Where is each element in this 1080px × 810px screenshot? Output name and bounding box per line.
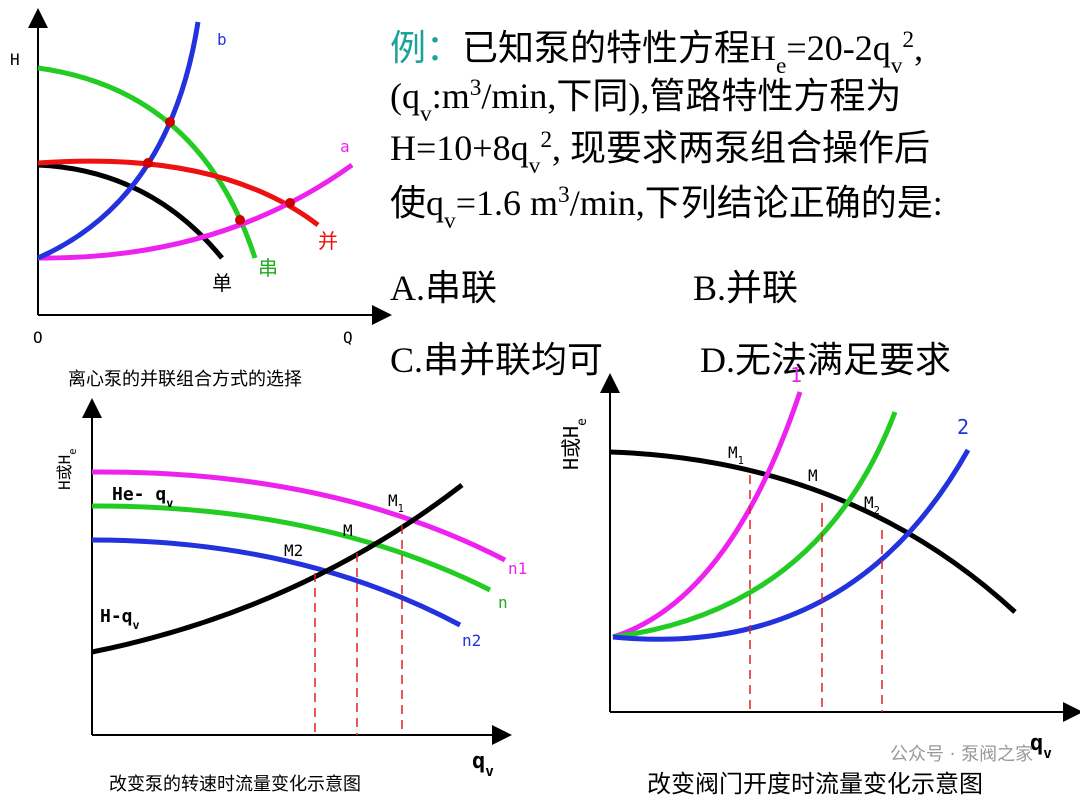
text-part: v [485, 764, 494, 780]
text-part: v [420, 101, 432, 127]
text-part: 使q [390, 183, 444, 223]
text-part: H=10+8q [390, 128, 529, 168]
text-part: =20-2q [786, 28, 890, 68]
text-part: /min,下列结论正确的是: [570, 183, 943, 223]
caption: 改变阀门开度时流量变化示意图 [647, 770, 983, 798]
question-line: H=10+8qv2, 现要求两泵组合操作后 [390, 127, 930, 179]
text-part: q [472, 749, 485, 774]
text-part: v [1043, 746, 1052, 762]
text-part: e [575, 418, 590, 426]
text-part: v [133, 618, 140, 632]
curve-label: n [498, 593, 508, 612]
option: C.串并联均可 [390, 340, 603, 380]
curve-label: n1 [508, 559, 527, 578]
question: 例：已知泵的特性方程He=20-2qv2, (qv:m3/min,下同),管路特… [390, 27, 951, 380]
caption: 离心泵的并联组合方式的选择 [68, 369, 302, 390]
axis-label: qv [472, 749, 494, 780]
axis-label: H或He [559, 418, 590, 470]
curve-label: H-qv [100, 606, 140, 632]
curve [612, 391, 803, 640]
curve [37, 162, 354, 261]
text-part: , [914, 28, 923, 68]
curve [612, 411, 898, 640]
curve-label: n2 [462, 631, 481, 650]
axis-label: qv [1030, 731, 1052, 762]
curve-label: b [217, 30, 227, 49]
text-part: 3 [558, 182, 570, 208]
text-part: v [891, 53, 903, 79]
diagram-2: H或He He- qv H-qv M1 M M2 n1 n n2 qv 改变泵的… [55, 398, 527, 795]
text-part: 2 [540, 127, 552, 153]
question-line: (qv:m3/min,下同),管路特性方程为 [390, 75, 901, 127]
diagram-3: H或He M1 M M2 1 2 qv 改变阀门开度时流量变化示意图 [559, 363, 1080, 798]
text-part: q [1030, 731, 1043, 756]
text-part: v [529, 153, 541, 179]
axis-label: H或He [55, 448, 79, 490]
point-label: M2 [864, 493, 880, 517]
text-part: M [388, 491, 398, 510]
text-part: , 现要求两泵组合操作后 [552, 128, 930, 168]
text-part: =1.6 m [456, 183, 558, 223]
text-part: :m [432, 76, 470, 116]
question-line: 使qv=1.6 m3/min,下列结论正确的是: [390, 182, 943, 234]
option: A.串联 [390, 268, 497, 308]
text-part: /min,下同),管路特性方程为 [481, 76, 901, 116]
text-part: 1 [398, 503, 404, 515]
text-part: 3 [470, 75, 482, 101]
option: B.并联 [693, 268, 798, 308]
curve-label: He- qv [112, 484, 173, 510]
point-label: M2 [284, 541, 303, 560]
curve [612, 448, 971, 642]
text-part: 例： [390, 28, 462, 68]
curve [609, 449, 1017, 614]
text-part: 已知泵的特性方程H [462, 28, 776, 68]
intersections [143, 117, 295, 225]
text-part: 2 [874, 505, 880, 517]
text-part: M [864, 493, 874, 512]
point-label: M1 [388, 491, 404, 515]
axis-label: H [10, 50, 20, 69]
text-part: 2 [902, 27, 914, 53]
point-label: M [343, 521, 353, 540]
curve-label: 串 [258, 256, 278, 280]
point-label: M1 [728, 443, 744, 467]
text-part: H-q [100, 606, 133, 627]
text-part: 1 [738, 455, 744, 467]
curve-label: 单 [212, 271, 232, 295]
axis-label: O [33, 328, 43, 347]
text-part: v [444, 208, 456, 234]
curve-label: 2 [957, 415, 969, 439]
curve [91, 483, 464, 655]
curve-label: a [340, 137, 350, 156]
point-label: M [808, 466, 818, 485]
curve [91, 469, 507, 563]
text-part: H或H [55, 455, 74, 490]
curve [91, 537, 462, 628]
curve [91, 503, 492, 593]
text-part: (q [390, 76, 420, 116]
option: D.无法满足要求 [700, 340, 951, 380]
caption: 改变泵的转速时流量变化示意图 [109, 774, 361, 795]
diagram-1: H O Q b a 并 串 单 离心泵的并联组合方式的选择 [10, 8, 392, 390]
curve-label: 并 [318, 229, 338, 253]
text-part: H或H [559, 426, 583, 470]
text-part: He- q [112, 484, 166, 505]
text-part: v [166, 496, 173, 510]
text-part: e [776, 53, 786, 79]
curve-label: 1 [790, 363, 802, 387]
curve [36, 21, 201, 261]
text-part: e [67, 448, 79, 454]
watermark: 公众号 · 泵阀之家 [890, 744, 1033, 765]
question-line: 例：已知泵的特性方程He=20-2qv2, [390, 27, 923, 79]
text-part: M [728, 443, 738, 462]
axis-label: Q [343, 328, 353, 347]
